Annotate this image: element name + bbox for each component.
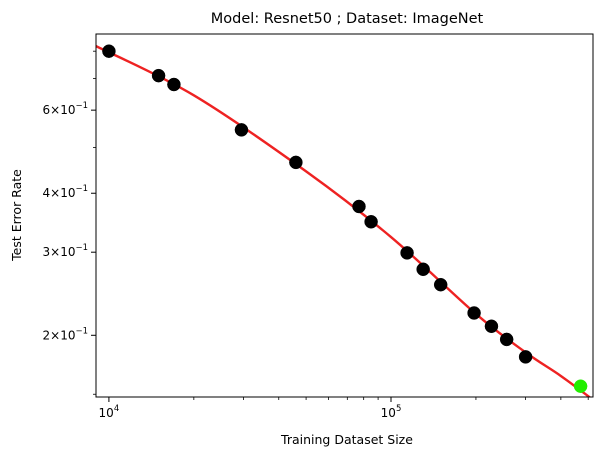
x-tick-label-1: 105 [381,404,402,420]
axes: 104 105 6×10−1 4×10−1 3×10−1 2×10−1 [43,33,594,420]
data-point-4 [289,155,303,170]
y-axis-label: Test Error Rate [9,169,24,262]
y-tick-label-3: 2×10−1 [43,326,89,342]
y-tick-label-0: 6×10−1 [43,101,89,117]
data-point-2 [167,77,181,92]
data-point-7 [400,246,414,260]
data-point-12 [499,332,514,347]
fit-line [96,45,592,397]
data-point-10 [467,306,481,320]
data-point-1 [151,68,166,83]
plot-area [96,44,592,397]
x-tick-label-0: 104 [99,404,120,420]
data-point-6 [364,215,378,229]
data-point-8 [416,262,430,277]
data-point-5 [352,199,366,214]
y-tick-label-1: 4×10−1 [43,184,89,200]
chart-title: Model: Resnet50 ; Dataset: ImageNet [211,11,484,27]
plot-frame [95,33,594,398]
data-point-13 [518,350,533,364]
x-axis-label: Training Dataset Size [280,432,413,447]
data-point-0 [102,44,116,58]
highlight-point-0 [573,379,588,393]
data-point-3 [234,123,249,137]
data-point-9 [433,277,448,292]
y-tick-label-2: 3×10−1 [43,243,89,259]
data-point-11 [484,319,499,334]
